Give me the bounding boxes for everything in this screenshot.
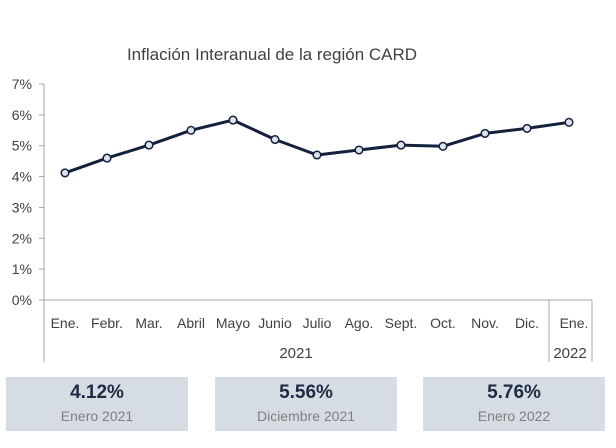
- y-tick-label: 2%: [12, 230, 32, 246]
- chart-title: Inflación Interanual de la región CARD: [127, 45, 417, 64]
- summary-cards: 4.12% Enero 2021 5.56% Diciembre 2021 5.…: [0, 377, 616, 431]
- card-value: 5.56%: [279, 382, 333, 403]
- y-tick-label: 5%: [12, 138, 32, 154]
- x-category-labels: Ene. Febr. Mar. Abril Mayo Junio Julio Ago. Sept…: [51, 315, 589, 331]
- data-point: [564, 117, 574, 127]
- card-value: 4.12%: [70, 382, 124, 403]
- data-point: [480, 128, 490, 138]
- y-tick-label: 4%: [12, 169, 32, 185]
- series-line: [60, 115, 574, 178]
- data-point: [396, 140, 406, 150]
- y-tick-label: 6%: [12, 107, 32, 123]
- data-point: [102, 153, 112, 163]
- y-tick-label: 7%: [12, 76, 32, 92]
- year-group-label: 2021: [279, 345, 312, 362]
- data-point: [354, 145, 364, 155]
- x-category-label: Febr.: [91, 315, 123, 331]
- data-point: [228, 115, 238, 125]
- x-category-label: Oct.: [430, 315, 456, 331]
- data-point: [312, 150, 322, 160]
- x-category-label: Ago.: [345, 315, 374, 331]
- y-tick-label: 1%: [12, 261, 32, 277]
- data-point: [522, 123, 532, 133]
- summary-card-jan-2022: 5.76% Enero 2022: [423, 377, 605, 431]
- summary-card-dec-2021: 5.56% Diciembre 2021: [215, 377, 397, 431]
- x-category-label: Sept.: [385, 315, 418, 331]
- year-group-label: 2022: [553, 345, 586, 362]
- series-line-path: [64, 118, 570, 175]
- card-label: Enero 2021: [60, 408, 134, 424]
- data-point: [270, 134, 280, 145]
- x-category-label: Ene.: [560, 315, 589, 331]
- x-category-label: Julio: [303, 315, 332, 331]
- y-tick-label: 3%: [12, 199, 32, 215]
- x-axis: [43, 299, 593, 362]
- data-point: [60, 168, 70, 178]
- card-value: 5.76%: [487, 382, 541, 403]
- summary-card-jan-2021: 4.12% Enero 2021: [6, 377, 188, 431]
- y-axis: 0% 1% 2% 3% 4% 5% 6% 7%: [12, 76, 45, 308]
- data-point: [438, 141, 448, 151]
- card-label: Diciembre 2021: [256, 408, 356, 424]
- x-category-label: Junio: [258, 315, 292, 331]
- x-category-label: Abril: [177, 315, 205, 331]
- x-category-label: Nov.: [471, 315, 499, 331]
- inflation-line-chart: Inflación Interanual de la región CARD 0…: [12, 45, 593, 362]
- x-category-label: Dic.: [515, 315, 539, 331]
- data-point: [186, 125, 196, 135]
- x-category-label: Mayo: [216, 315, 250, 331]
- y-tick-label: 0%: [12, 292, 32, 308]
- card-label: Enero 2022: [477, 408, 551, 424]
- x-category-label: Ene.: [51, 315, 80, 331]
- data-point: [144, 140, 154, 150]
- year-group-labels: 2021 2022: [279, 345, 586, 362]
- x-category-label: Mar.: [135, 315, 162, 331]
